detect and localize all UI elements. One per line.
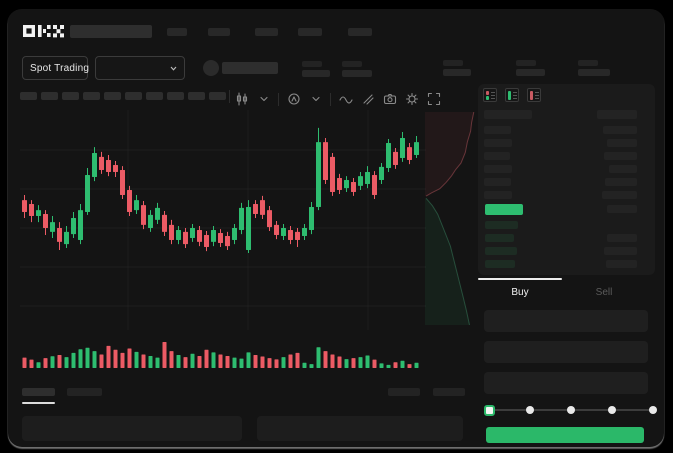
order-total-field[interactable] — [484, 372, 648, 394]
nav-item-placeholder[interactable] — [208, 28, 230, 36]
tab-sell[interactable]: Sell — [595, 286, 613, 298]
nav-item-placeholder[interactable] — [348, 28, 372, 36]
timeframe-button[interactable] — [62, 92, 79, 100]
orders-tab-underline — [22, 402, 55, 404]
ask-amount-placeholder[interactable] — [604, 152, 637, 160]
bid-price-placeholder[interactable] — [485, 247, 517, 255]
okx-logo — [22, 23, 64, 45]
orderbook-view-combined-icon[interactable] — [483, 88, 497, 102]
ask-price-placeholder[interactable] — [484, 126, 511, 134]
orders-table-placeholder — [257, 416, 463, 441]
chevron-down-icon — [170, 66, 177, 71]
settings-gear-icon[interactable] — [404, 92, 419, 107]
orders-filter-placeholder[interactable] — [388, 388, 420, 396]
line-tool-icon[interactable] — [338, 92, 353, 107]
last-price-highlight[interactable] — [485, 204, 523, 215]
nav-item-placeholder[interactable] — [298, 28, 322, 36]
orders-tab-active[interactable] — [22, 388, 55, 396]
ask-amount-placeholder[interactable] — [605, 178, 637, 186]
slider-handle[interactable] — [483, 404, 495, 416]
chevron-down-icon[interactable] — [256, 92, 271, 107]
ask-amount-placeholder[interactable] — [603, 126, 637, 134]
slider-stop-50[interactable] — [567, 406, 575, 414]
orderbook-view-asks-icon[interactable] — [527, 88, 541, 102]
buy-submit-button[interactable] — [486, 427, 644, 443]
candlestick-chart[interactable] — [20, 110, 426, 370]
timeframe-button[interactable] — [125, 92, 142, 100]
last-price-amount-placeholder — [607, 205, 637, 213]
timeframe-button[interactable] — [41, 92, 58, 100]
ask-price-placeholder[interactable] — [484, 191, 512, 199]
orders-table-placeholder — [22, 416, 242, 441]
indicators-icon[interactable] — [286, 92, 301, 107]
timeframe-button[interactable] — [146, 92, 163, 100]
bid-price-placeholder[interactable] — [485, 260, 515, 268]
chart-toolbar — [234, 91, 441, 107]
market-type-label: Spot Trading — [30, 62, 90, 74]
market-type-dropdown[interactable]: Spot Trading — [22, 56, 102, 80]
bid-amount-placeholder[interactable] — [606, 260, 637, 268]
orders-filter-placeholder[interactable] — [433, 388, 465, 396]
pair-name-placeholder — [222, 62, 278, 74]
tab-buy[interactable]: Buy — [511, 286, 529, 298]
bid-price-placeholder[interactable] — [485, 221, 518, 229]
ask-amount-placeholder[interactable] — [609, 165, 637, 173]
bid-amount-placeholder[interactable] — [604, 247, 637, 255]
search-bar-placeholder[interactable] — [70, 25, 152, 38]
ask-amount-placeholder[interactable] — [602, 191, 637, 199]
ask-price-placeholder[interactable] — [484, 165, 512, 173]
ask-price-placeholder[interactable] — [484, 139, 512, 147]
compare-icon[interactable] — [360, 92, 375, 107]
nav-item-placeholder[interactable] — [167, 28, 187, 36]
coin-icon — [203, 60, 219, 76]
candlestick-style-icon[interactable] — [234, 92, 249, 107]
timeframe-button[interactable] — [104, 92, 121, 100]
slider-stop-25[interactable] — [526, 406, 534, 414]
pair-dropdown[interactable] — [95, 56, 185, 80]
bid-amount-placeholder[interactable] — [607, 234, 637, 242]
depth-chart — [425, 112, 475, 325]
trading-app-window: Spot Trading — [8, 10, 664, 447]
order-price-field[interactable] — [484, 310, 648, 332]
active-tab-indicator — [478, 278, 562, 280]
chevron-down-icon[interactable] — [308, 92, 323, 107]
ask-price-placeholder[interactable] — [484, 152, 510, 160]
bid-price-placeholder[interactable] — [485, 234, 514, 242]
orderbook-view-bids-icon[interactable] — [505, 88, 519, 102]
orders-tab[interactable] — [67, 388, 102, 396]
timeframe-button[interactable] — [188, 92, 205, 100]
order-amount-field[interactable] — [484, 341, 648, 363]
slider-stop-100[interactable] — [649, 406, 657, 414]
timeframe-button[interactable] — [83, 92, 100, 100]
ask-amount-placeholder[interactable] — [607, 139, 637, 147]
nav-item-placeholder[interactable] — [255, 28, 278, 36]
timeframe-button[interactable] — [20, 92, 37, 100]
fullscreen-icon[interactable] — [426, 92, 441, 107]
slider-stop-75[interactable] — [608, 406, 616, 414]
orderbook-amount-column-header — [597, 110, 637, 119]
timeframe-button[interactable] — [209, 92, 226, 100]
camera-icon[interactable] — [382, 92, 397, 107]
orderbook-price-column-header — [484, 110, 532, 119]
ask-price-placeholder[interactable] — [484, 178, 511, 186]
timeframe-button[interactable] — [167, 92, 184, 100]
